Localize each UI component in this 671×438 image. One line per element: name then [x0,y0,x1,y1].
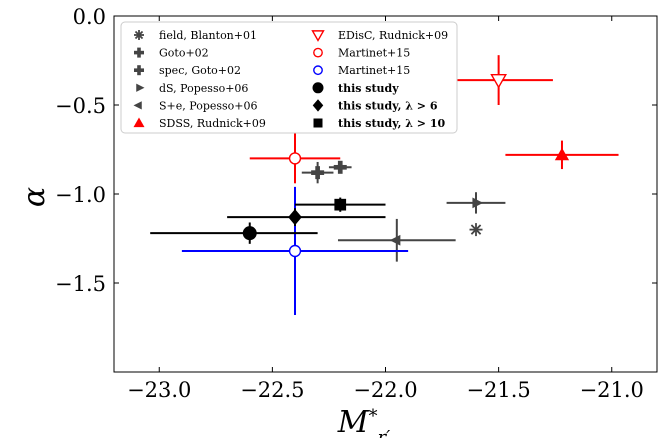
data-point [505,140,619,170]
data-point [295,197,386,212]
legend-marker [311,30,325,42]
x-tick-label: −21.5 [466,378,530,402]
legend-label: spec, Goto+02 [159,64,241,77]
legend-label: EDisC, Rudnick+09 [338,29,448,42]
series-4 [337,218,456,262]
legend-item: Martinet+15 [313,47,410,60]
data-point [181,186,409,316]
data-point [446,192,506,214]
y-axis-label: α [17,187,52,207]
x-tick-label: −22.0 [353,378,417,402]
series-5 [505,140,619,170]
y-tick-label: −0.5 [55,94,106,118]
legend-label: Goto+02 [159,47,209,60]
data-point [328,160,352,174]
series-1 [328,160,352,174]
legend-label: dS, Popesso+06 [159,82,248,95]
legend-label: S+e, Popesso+06 [159,99,258,112]
legend-item: EDisC, Rudnick+09 [311,29,448,42]
legend-item: Martinet+15 [313,64,410,77]
axis-layer: −23.0 −22.5 −22.0 −21.5 −21.0 0.0 −0.5 −1.0 −1.5 [55,5,657,402]
y-tick-label: −1.0 [55,183,106,207]
legend-marker [313,47,323,58]
legend-item: spec, Goto+02 [134,64,241,77]
data-point [227,208,386,227]
series-9 [150,222,318,244]
series-7 [249,133,341,184]
data-point [301,161,334,184]
legend-item: S+e, Popesso+06 [133,99,258,112]
series-10 [227,208,386,227]
legend-item: this study, λ > 10 [313,117,445,130]
series-11 [295,197,386,212]
series-0 [469,223,483,237]
legend-marker [134,47,144,58]
y-tick-label: 0.0 [73,5,106,29]
plot-layer [150,55,619,316]
legend-marker [134,30,144,40]
x-tick-label: −23.0 [127,378,191,402]
series-6 [444,55,553,105]
legend-item: SDSS, Rudnick+09 [133,117,266,130]
legend-label: SDSS, Rudnick+09 [159,117,266,130]
legend-label: this study [338,82,399,95]
data-point [150,222,318,244]
legend-label: field, Blanton+01 [159,29,257,42]
legend-item: this study [312,82,399,95]
data-point [337,218,456,262]
legend-marker [312,99,324,112]
x-axis-label: M*r′ [337,405,390,438]
legend-label: Martinet+15 [338,47,410,60]
legend-label: Martinet+15 [338,64,410,77]
series-8 [181,186,409,316]
x-tick-label: −22.5 [240,378,304,402]
legend-item: dS, Popesso+06 [136,82,248,95]
legend-marker [313,118,323,128]
legend-marker [133,101,142,110]
series-3 [446,192,506,214]
y-tick-label: −1.5 [55,272,106,296]
legend-item: this study, λ > 6 [312,99,438,112]
legend-item: Goto+02 [134,47,209,60]
data-point [469,223,483,237]
legend-label: this study, λ > 6 [338,99,438,112]
x-tick-label: −21.0 [580,378,644,402]
data-point [249,133,341,184]
legend-marker [133,117,145,128]
legend-label: this study, λ > 10 [338,117,445,130]
series-2 [301,161,334,184]
legend-marker [134,65,144,76]
legend: field, Blanton+01 Goto+02 spec, Goto+02 dS,… [120,21,458,134]
legend-item: field, Blanton+01 [134,29,257,42]
svg-text:M*r′: M*r′ [337,405,390,438]
legend-marker [136,83,145,92]
legend-marker [313,65,323,76]
legend-marker [312,82,324,94]
legend-frame [120,21,458,134]
data-point [444,55,553,105]
